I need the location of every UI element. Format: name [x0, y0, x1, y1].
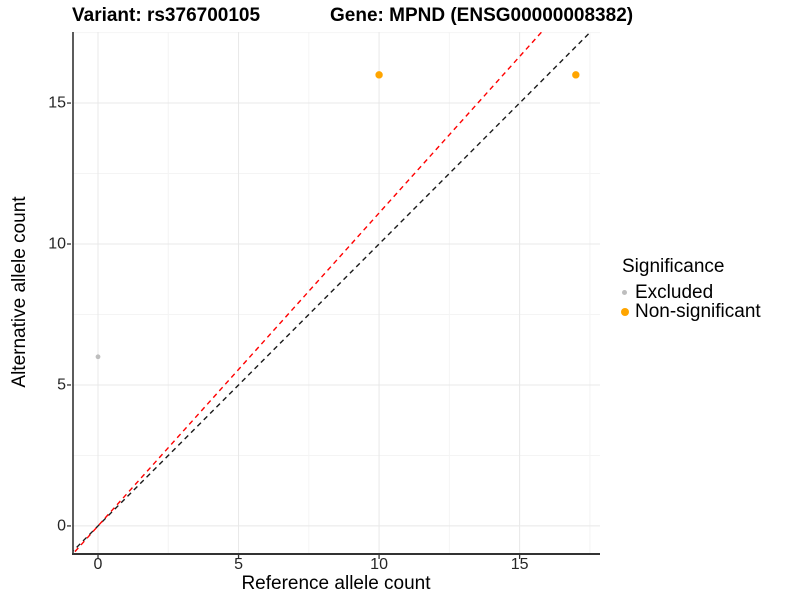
data-point-non-significant [375, 71, 383, 79]
legend-item-non-significant: Non-significant [616, 300, 761, 322]
legend-key [616, 303, 633, 320]
x-tick-label: 15 [510, 556, 529, 573]
x-axis-label: Reference allele count [241, 573, 431, 594]
identity-line [73, 32, 592, 553]
x-tick-label: 5 [234, 556, 243, 573]
y-tick-label: 10 [48, 235, 66, 253]
legend-label-excluded: Excluded [635, 281, 714, 303]
fit-line [73, 32, 543, 553]
legend-item-excluded: Excluded [616, 281, 761, 303]
y-tick-label: 5 [57, 376, 66, 394]
legend-label-non-significant: Non-significant [635, 300, 761, 322]
data-point-non-significant [572, 71, 580, 79]
legend: Significance Excluded Non-significant [616, 256, 761, 322]
y-axis-label: Alternative allele count [9, 196, 30, 388]
legend-key [616, 284, 633, 301]
non-significant-dot-icon [620, 307, 629, 316]
excluded-dot-icon [622, 290, 627, 295]
x-tick-label: 10 [370, 556, 388, 573]
data-point-excluded [95, 354, 101, 360]
gene-title: Gene: MPND (ENSG00000008382) [330, 5, 634, 26]
x-tick-label: 0 [93, 556, 103, 573]
legend-title: Significance [622, 256, 725, 277]
y-tick-label: 15 [48, 94, 66, 112]
variant-title: Variant: rs376700105 [72, 5, 261, 26]
y-tick-label: 0 [57, 517, 66, 535]
